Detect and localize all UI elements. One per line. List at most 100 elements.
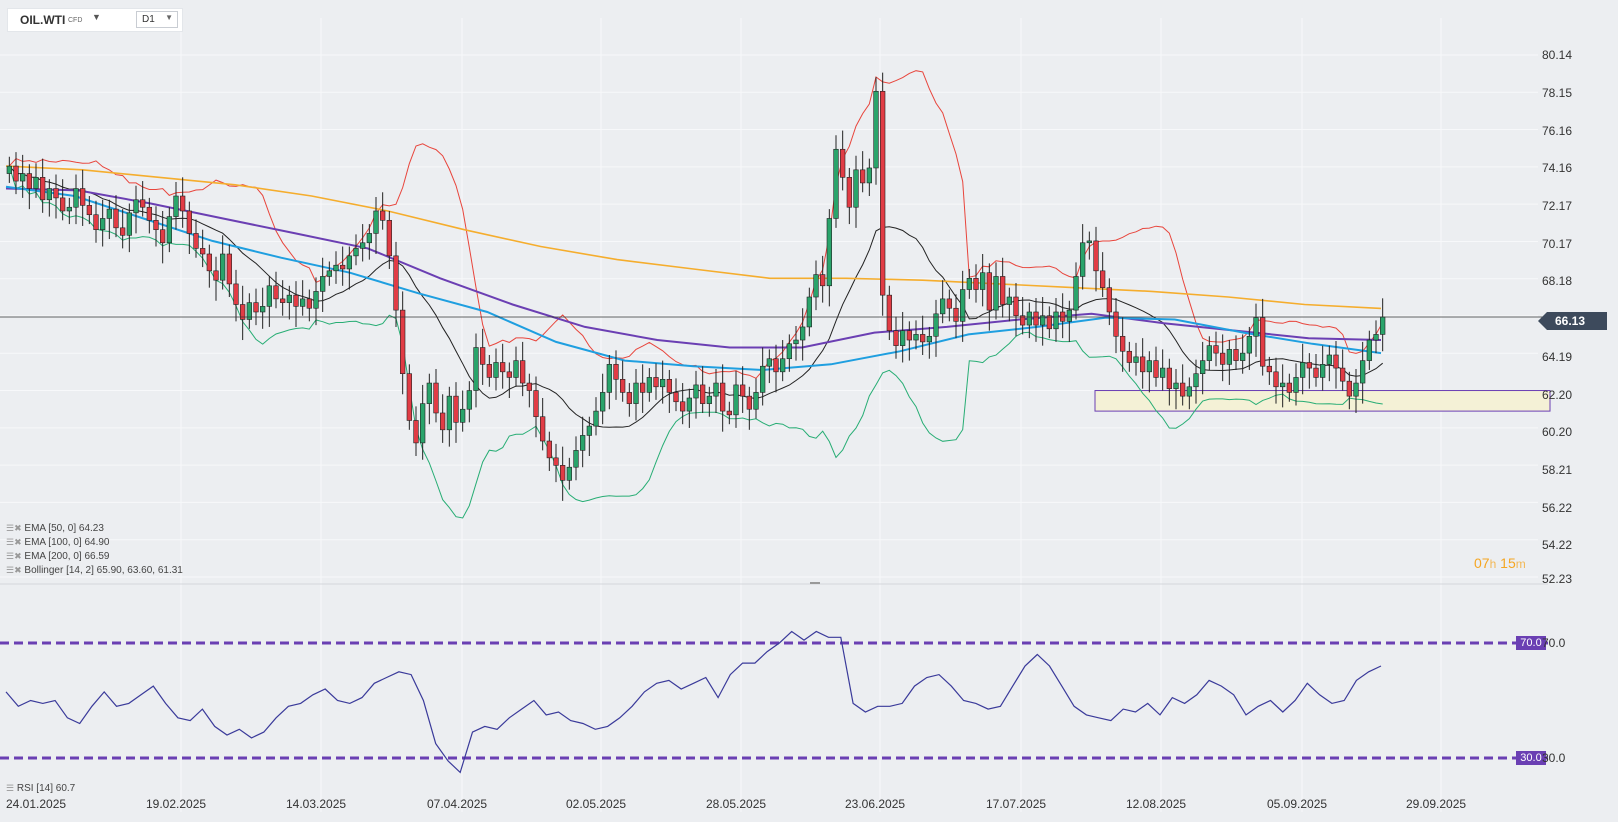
legend-text: Bollinger [14, 2] 65.90, 63.60, 61.31 [24,565,183,576]
candle-bearish [906,330,912,341]
candle-bearish [433,382,439,414]
countdown-h-unit: h [1489,557,1497,571]
legend-text: EMA [100, 0] 64.90 [24,537,110,548]
candle-bullish [353,248,359,257]
candlestick-series [6,72,1386,501]
candle-bullish [780,358,786,373]
candle-bearish [13,165,19,182]
symbol-type-label: CFD [68,17,83,24]
candle-bullish [1066,309,1072,322]
candle-bullish [493,362,499,378]
candle-bearish [400,309,406,374]
candle-bullish [573,450,579,468]
candle-bullish [466,390,472,410]
candle-bearish [1233,349,1239,361]
x-axis-label: 17.07.2025 [986,797,1047,811]
ema100-line [5,187,1382,349]
candle-bullish [166,216,172,244]
y-axis-label: 80.14 [1542,48,1573,62]
rsi-level-tag-30: 30.0 [1516,751,1546,765]
close-icon[interactable]: ✖ [14,523,22,533]
legend-ema200[interactable]: ☰✖ EMA [200, 0] 66.59 [6,551,109,562]
candle-bearish [200,248,206,255]
candle-bearish [413,420,419,444]
candle-bullish [693,384,699,399]
candle-bullish [1300,362,1306,378]
candle-bearish [680,401,686,412]
support-zone-rectangle[interactable] [1094,390,1551,412]
candle-bearish [640,382,646,393]
x-axis-label: 12.08.2025 [1126,797,1187,811]
settings-icon[interactable]: ☰ [6,565,15,575]
candle-bearish [80,188,86,206]
candle-bullish [1073,276,1079,311]
candle-bullish [833,148,839,219]
close-icon[interactable]: ✖ [14,537,22,547]
x-axis-label: 29.09.2025 [1406,797,1467,811]
candle-bullish [366,233,372,244]
candle-bearish [560,465,566,481]
symbol-name[interactable]: OIL.WTI [20,13,66,27]
settings-icon[interactable]: ☰ [6,551,15,561]
settings-icon[interactable]: ☰ [6,537,15,547]
candle-bullish [866,167,872,184]
x-axis-label: 19.02.2025 [146,797,207,811]
y-axis-label: 58.21 [1542,463,1573,477]
candle-bearish [1093,240,1099,272]
legend-bollinger[interactable]: ☰✖ Bollinger [14, 2] 65.90, 63.60, 61.31 [6,565,183,576]
candle-bullish [1326,354,1332,365]
legend-rsi[interactable]: ☰ RSI [14] 60.7 [6,783,75,794]
candle-bearish [340,264,346,270]
candle-bullish [566,466,572,481]
caret-down-icon[interactable]: ▼ [92,12,101,22]
candle-bullish [173,195,179,217]
candle-bearish [160,229,166,244]
candle-bearish [1046,315,1052,330]
x-axis-label: 07.04.2025 [427,797,488,811]
chart-grid [0,18,1538,812]
bollinger-bands [8,70,1384,519]
candle-bullish [1246,335,1252,354]
legend-ema50[interactable]: ☰✖ EMA [50, 0] 64.23 [6,523,104,534]
candle-bearish [1286,382,1292,393]
candle-bearish [253,302,259,313]
candle-bullish [660,379,666,388]
pane-resize-handle[interactable] [810,582,820,584]
timeframe-select[interactable]: D1 ▼ [136,11,178,28]
settings-icon[interactable]: ☰ [6,523,15,533]
candle-bullish [320,276,326,292]
candle-bearish [773,358,779,373]
y-axis-label: 74.16 [1542,161,1573,175]
candle-bearish [1020,315,1026,326]
candle-bearish [720,382,726,412]
candle-bearish [140,199,146,208]
x-axis-label: 24.01.2025 [6,797,67,811]
candle-bullish [266,285,272,307]
candle-bearish [213,270,219,281]
candle-bullish [1226,349,1232,365]
candle-bullish [873,90,879,169]
settings-icon[interactable]: ☰ [6,783,15,793]
candle-bullish [633,382,639,404]
candle-bearish [986,272,992,311]
candle-bearish [1140,356,1146,373]
candle-bearish [540,416,546,442]
candle-bullish [420,403,426,444]
candle-bearish [293,294,299,307]
candle-bullish [793,339,799,345]
x-axis-label: 05.09.2025 [1267,797,1328,811]
candle-bullish [513,360,519,378]
close-icon[interactable]: ✖ [14,565,22,575]
candle-bearish [1000,276,1006,305]
candle-bullish [1193,373,1199,388]
close-icon[interactable]: ✖ [14,551,22,561]
candle-bearish [1266,365,1272,373]
legend-ema100[interactable]: ☰✖ EMA [100, 0] 64.90 [6,537,109,548]
y-axis-label: 60.20 [1542,425,1573,439]
candle-bullish [913,334,919,341]
candle-bullish [1380,316,1386,335]
candle-bearish [506,371,512,378]
candle-bullish [446,395,452,431]
x-axis-label: 02.05.2025 [566,797,627,811]
